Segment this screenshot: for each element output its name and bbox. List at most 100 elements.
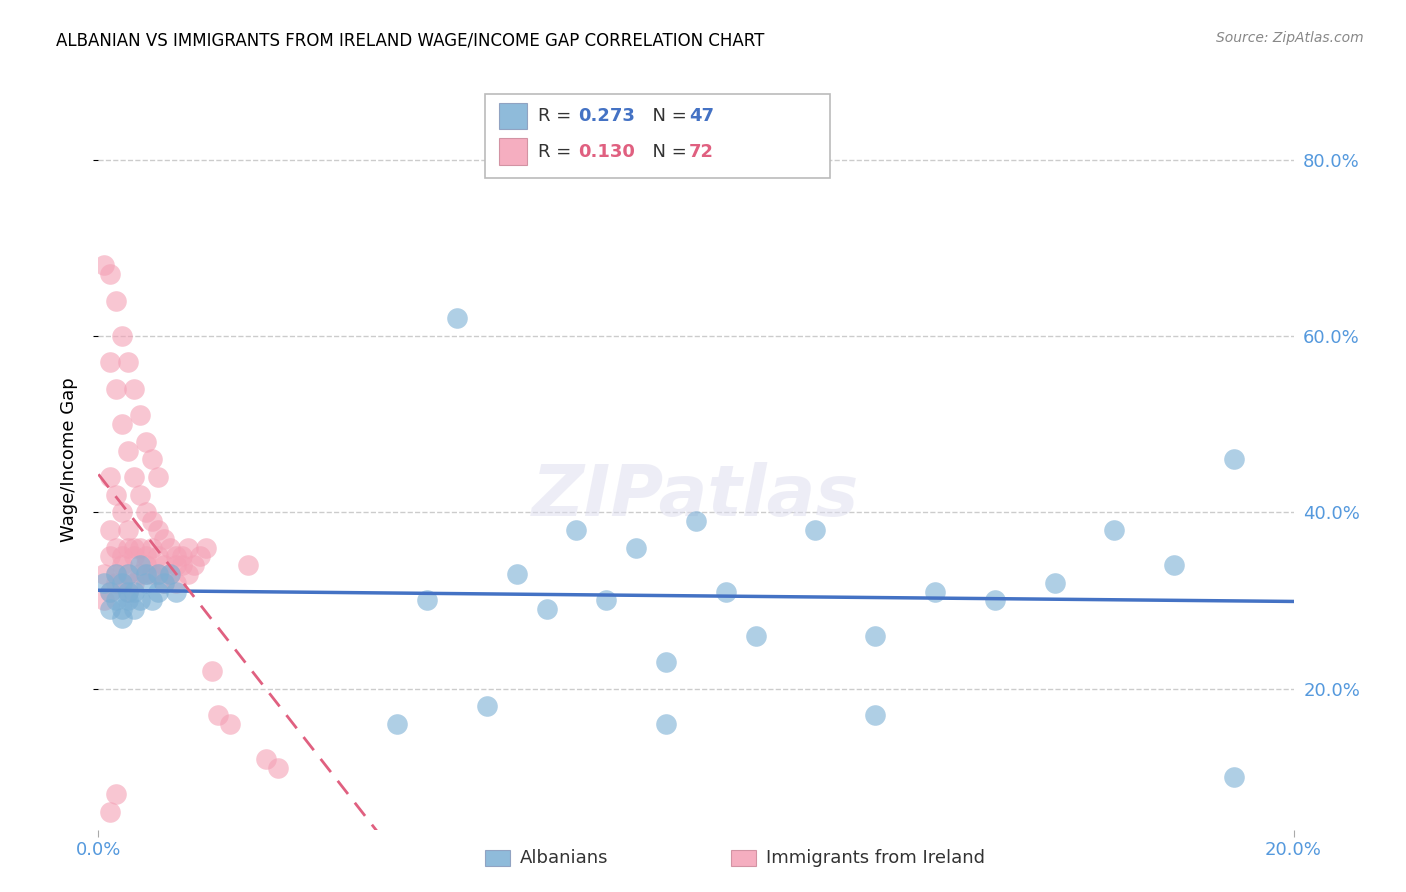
Point — [117, 541, 139, 555]
Point — [1223, 452, 1246, 467]
Point — [135, 566, 157, 581]
Point — [124, 575, 146, 590]
Point — [159, 541, 181, 555]
Point — [177, 541, 200, 555]
Point — [111, 549, 134, 564]
Point — [595, 593, 617, 607]
Point — [201, 664, 224, 678]
Point — [93, 259, 115, 273]
Point — [984, 593, 1007, 607]
Point — [111, 417, 134, 431]
Point — [148, 523, 170, 537]
Point — [153, 575, 176, 590]
Point — [804, 523, 827, 537]
Point — [117, 584, 139, 599]
Point — [98, 267, 122, 281]
Point — [165, 584, 187, 599]
Point — [207, 708, 229, 723]
Point — [117, 443, 139, 458]
Point — [135, 434, 157, 449]
Point — [129, 593, 152, 607]
Point — [267, 761, 290, 775]
Point — [93, 593, 115, 607]
Point — [129, 541, 152, 555]
Point — [98, 355, 122, 369]
Text: Source: ZipAtlas.com: Source: ZipAtlas.com — [1216, 31, 1364, 45]
Point — [536, 602, 558, 616]
Point — [172, 549, 194, 564]
Point — [111, 505, 134, 519]
Point — [124, 584, 146, 599]
Point — [135, 558, 157, 573]
Point — [98, 470, 122, 484]
Point — [236, 558, 259, 573]
Text: 72: 72 — [689, 143, 714, 161]
Point — [129, 558, 152, 573]
Point — [111, 602, 134, 616]
Point — [141, 541, 163, 555]
Point — [148, 566, 170, 581]
Point — [141, 452, 163, 467]
Point — [105, 488, 128, 502]
Point — [105, 382, 128, 396]
Point — [506, 566, 529, 581]
Point — [148, 549, 170, 564]
Point — [148, 470, 170, 484]
Point — [129, 488, 152, 502]
Point — [416, 593, 439, 607]
Point — [626, 541, 648, 555]
Point — [105, 566, 128, 581]
Point — [105, 293, 128, 308]
Point — [1043, 575, 1066, 590]
Point — [153, 575, 176, 590]
Point — [195, 541, 218, 555]
Y-axis label: Wage/Income Gap: Wage/Income Gap — [59, 377, 77, 541]
Point — [685, 514, 707, 528]
Point — [219, 716, 242, 731]
Point — [148, 566, 170, 581]
Point — [105, 787, 128, 801]
Point — [159, 566, 181, 581]
Point — [153, 558, 176, 573]
Point — [924, 584, 946, 599]
Point — [141, 593, 163, 607]
Point — [124, 470, 146, 484]
Point — [135, 505, 157, 519]
Text: 0.273: 0.273 — [578, 107, 634, 125]
Point — [111, 575, 134, 590]
Point — [148, 584, 170, 599]
Point — [165, 575, 187, 590]
Point — [475, 699, 498, 714]
Point — [98, 584, 122, 599]
Point — [1223, 770, 1246, 784]
Point — [165, 549, 187, 564]
Point — [865, 629, 887, 643]
Point — [135, 575, 157, 590]
Text: Immigrants from Ireland: Immigrants from Ireland — [766, 849, 986, 867]
Text: N =: N = — [641, 143, 693, 161]
Point — [565, 523, 588, 537]
Point — [714, 584, 737, 599]
Point — [93, 575, 115, 590]
Point — [105, 575, 128, 590]
Point — [98, 805, 122, 819]
Text: 47: 47 — [689, 107, 714, 125]
Point — [93, 566, 115, 581]
Point — [135, 566, 157, 581]
Point — [117, 523, 139, 537]
Point — [745, 629, 768, 643]
Point — [105, 593, 128, 607]
Text: 0.130: 0.130 — [578, 143, 634, 161]
Point — [129, 409, 152, 423]
Point — [135, 549, 157, 564]
Point — [105, 566, 128, 581]
Point — [105, 541, 128, 555]
Text: R =: R = — [538, 107, 578, 125]
Point — [111, 575, 134, 590]
Point — [117, 566, 139, 581]
Point — [98, 584, 122, 599]
Point — [153, 532, 176, 546]
Point — [385, 716, 409, 731]
Point — [1104, 523, 1126, 537]
Point — [98, 523, 122, 537]
